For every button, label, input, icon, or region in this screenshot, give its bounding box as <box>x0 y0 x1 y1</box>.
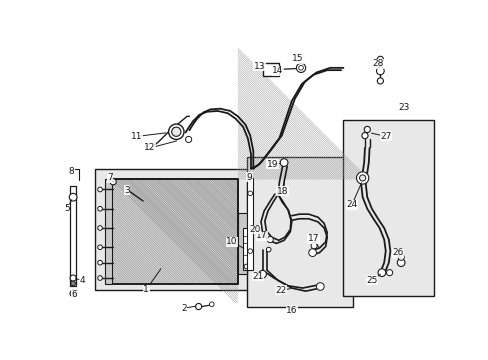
Bar <box>262 63 279 76</box>
Circle shape <box>396 259 404 266</box>
Bar <box>70 186 76 286</box>
Circle shape <box>377 78 383 84</box>
Text: 3: 3 <box>124 186 130 195</box>
Circle shape <box>356 172 368 184</box>
Circle shape <box>397 254 404 260</box>
Circle shape <box>377 269 385 276</box>
Text: 17: 17 <box>307 234 319 243</box>
Circle shape <box>361 132 367 139</box>
Text: 2: 2 <box>181 303 186 312</box>
Circle shape <box>308 249 316 256</box>
Text: 6: 6 <box>72 291 78 300</box>
Circle shape <box>209 302 214 306</box>
Circle shape <box>98 276 102 280</box>
Circle shape <box>70 291 76 297</box>
Circle shape <box>298 66 303 70</box>
Circle shape <box>376 67 384 75</box>
Text: 12: 12 <box>144 143 156 152</box>
Text: 27: 27 <box>379 132 390 141</box>
Circle shape <box>110 179 116 185</box>
Circle shape <box>280 159 287 166</box>
Text: 22: 22 <box>275 286 286 295</box>
Text: 5: 5 <box>64 204 70 213</box>
Circle shape <box>310 243 317 249</box>
Bar <box>238 213 246 274</box>
Circle shape <box>266 237 273 243</box>
Circle shape <box>386 270 392 276</box>
Text: 10: 10 <box>225 237 237 246</box>
Text: 28: 28 <box>371 59 383 68</box>
Polygon shape <box>112 180 238 284</box>
Text: 25: 25 <box>366 276 377 285</box>
Text: 19: 19 <box>266 159 278 168</box>
Circle shape <box>244 264 248 269</box>
Text: 9: 9 <box>246 173 252 182</box>
Circle shape <box>296 63 305 72</box>
Text: 1: 1 <box>143 285 149 294</box>
Circle shape <box>377 56 383 62</box>
Circle shape <box>168 124 183 139</box>
Circle shape <box>316 283 324 291</box>
Text: 7: 7 <box>107 174 113 183</box>
Text: 18: 18 <box>276 186 288 195</box>
Circle shape <box>69 193 77 201</box>
Text: 21: 21 <box>252 272 263 281</box>
Circle shape <box>171 127 181 136</box>
Circle shape <box>98 260 102 265</box>
Circle shape <box>71 281 75 286</box>
Bar <box>104 180 112 284</box>
Circle shape <box>247 191 252 195</box>
Text: 16: 16 <box>285 306 297 315</box>
Bar <box>246 178 253 270</box>
Text: 17: 17 <box>256 231 267 240</box>
Circle shape <box>364 126 369 132</box>
Text: 15: 15 <box>292 54 303 63</box>
Bar <box>242 228 250 270</box>
Bar <box>343 120 433 296</box>
Circle shape <box>98 187 102 192</box>
Text: 8: 8 <box>69 167 74 176</box>
Circle shape <box>258 270 266 278</box>
Text: 4: 4 <box>80 276 85 285</box>
Text: 20: 20 <box>249 225 260 234</box>
Circle shape <box>70 275 76 281</box>
Circle shape <box>359 175 365 181</box>
Text: 23: 23 <box>398 103 409 112</box>
Text: 24: 24 <box>346 201 357 210</box>
Bar <box>246 157 353 307</box>
Circle shape <box>185 136 191 143</box>
Text: 11: 11 <box>131 132 142 141</box>
Circle shape <box>98 245 102 249</box>
Circle shape <box>266 247 270 252</box>
Text: 13: 13 <box>253 62 264 71</box>
Circle shape <box>247 249 252 253</box>
Circle shape <box>98 206 102 211</box>
Circle shape <box>98 226 102 230</box>
Circle shape <box>195 303 202 310</box>
Bar <box>95 169 254 291</box>
Text: 14: 14 <box>272 66 283 75</box>
Text: 26: 26 <box>391 248 403 257</box>
